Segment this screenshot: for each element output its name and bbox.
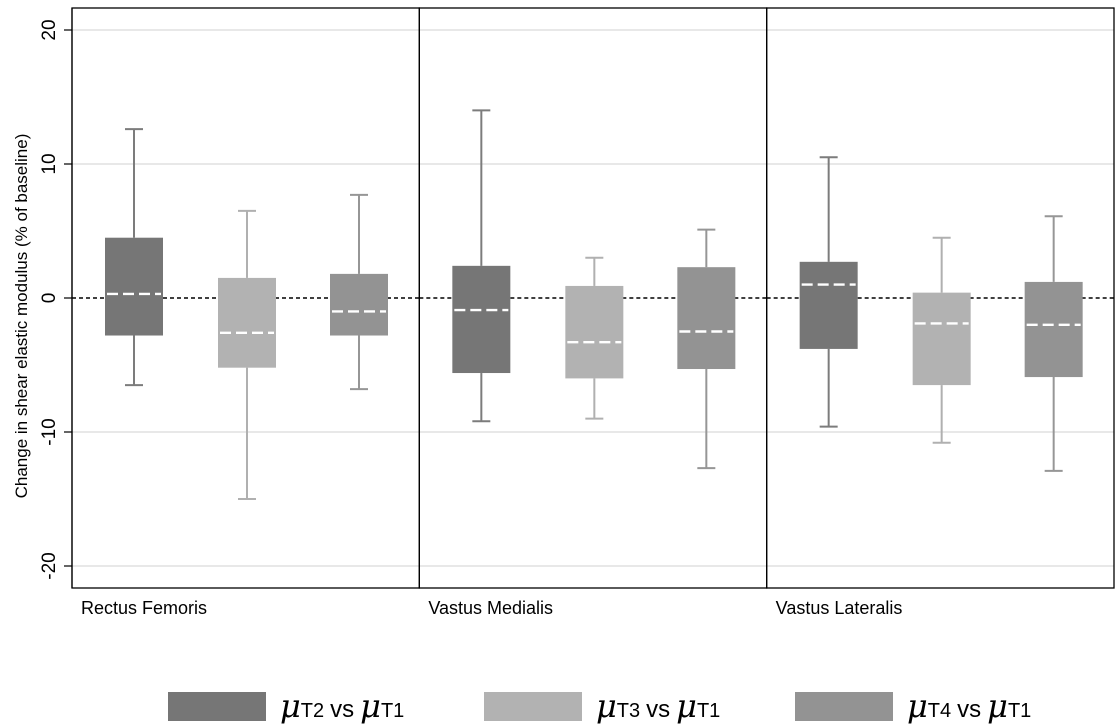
panel-label: Vastus Medialis xyxy=(428,598,553,618)
box xyxy=(799,261,858,349)
panel-label: Rectus Femoris xyxy=(81,598,207,618)
y-tick-label: -20 xyxy=(39,552,60,579)
box xyxy=(565,285,624,379)
legend-item-t2: μT2 vs μT1 xyxy=(168,687,404,725)
y-axis-title: Change in shear elastic modulus (% of ba… xyxy=(12,134,31,499)
chart-canvas: 20 10 0 -10 -20 Change in shear elastic modul… xyxy=(12,7,1115,618)
panel-label: Vastus Lateralis xyxy=(776,598,903,618)
legend-item-t4: μT4 vs μT1 xyxy=(795,687,1031,725)
y-tick-label: 20 xyxy=(39,19,60,40)
mu-symbol: μ xyxy=(676,687,697,725)
legend-sub-a: T2 xyxy=(300,700,325,722)
legend-swatch-t3 xyxy=(484,691,582,721)
mu-symbol: μ xyxy=(987,687,1008,725)
box xyxy=(452,265,511,374)
legend-vs: vs xyxy=(957,696,982,723)
legend-sub-a: T3 xyxy=(616,700,641,722)
legend-sub-a: T4 xyxy=(927,700,952,722)
legend-label-t4: μT4 vs μT1 xyxy=(907,687,1031,725)
y-tick-label: 0 xyxy=(39,293,60,304)
mu-symbol: μ xyxy=(596,687,617,725)
legend-sub-b: T1 xyxy=(1007,700,1032,722)
legend-sub-b: T1 xyxy=(696,700,721,722)
box xyxy=(218,277,276,368)
y-tick-label: 10 xyxy=(39,153,60,174)
legend-item-t3: μT3 vs μT1 xyxy=(484,687,720,725)
mu-symbol: μ xyxy=(280,687,301,725)
box xyxy=(677,267,736,370)
box xyxy=(1024,281,1083,378)
legend-swatch-t2 xyxy=(168,691,266,721)
mu-symbol: μ xyxy=(360,687,381,725)
box xyxy=(105,237,163,336)
legend-label-t2: μT2 vs μT1 xyxy=(280,687,404,725)
box xyxy=(330,273,388,336)
y-tick-label: -10 xyxy=(39,418,60,445)
legend-label-t3: μT3 vs μT1 xyxy=(596,687,720,725)
legend-sub-b: T1 xyxy=(380,700,405,722)
legend-vs: vs xyxy=(646,696,671,723)
legend-swatch-t4 xyxy=(795,691,893,721)
mu-symbol: μ xyxy=(907,687,928,725)
box xyxy=(912,292,971,386)
legend-vs: vs xyxy=(330,696,355,723)
legend: μT2 vs μT1 μT3 vs μT1 μT4 vs μT1 xyxy=(0,680,1117,725)
